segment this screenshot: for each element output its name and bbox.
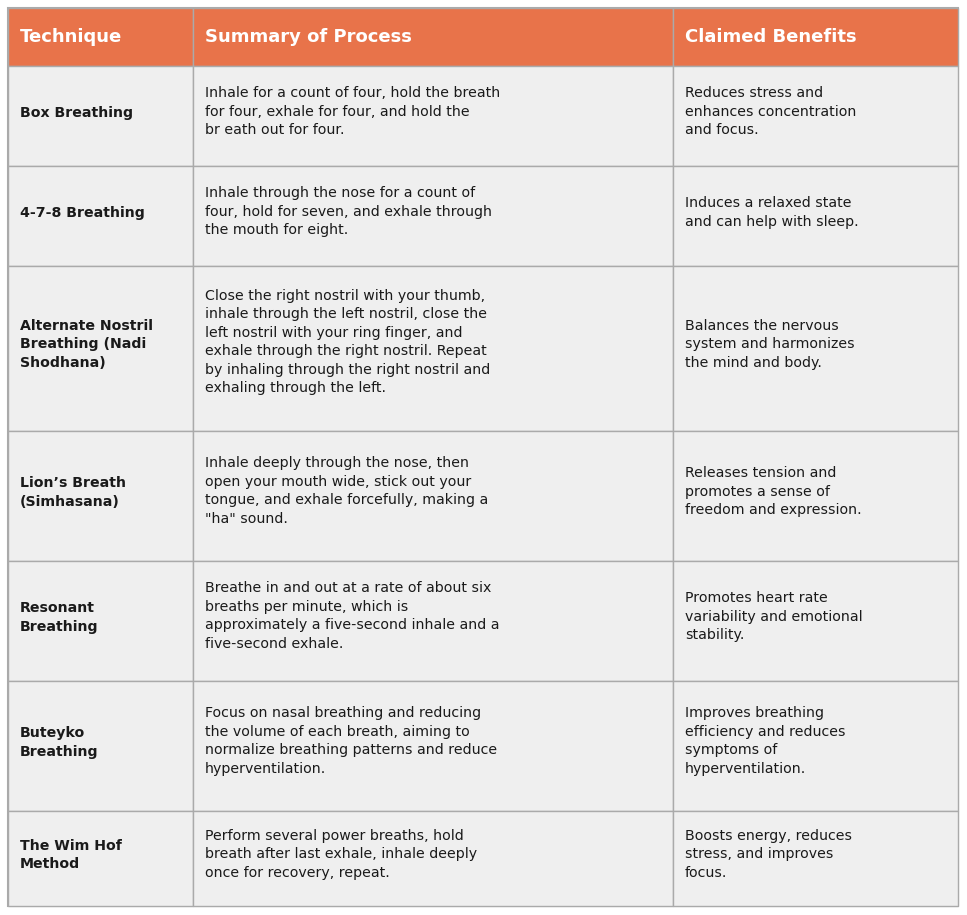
- Text: Buteyko
Breathing: Buteyko Breathing: [20, 727, 99, 759]
- Bar: [673, 431, 958, 561]
- Bar: [673, 681, 958, 811]
- Bar: [8, 431, 193, 561]
- Bar: [673, 811, 958, 906]
- Bar: [193, 561, 673, 681]
- Bar: [193, 811, 673, 906]
- Bar: [8, 66, 193, 166]
- Bar: [673, 66, 958, 166]
- Text: Balances the nervous
system and harmonizes
the mind and body.: Balances the nervous system and harmoniz…: [685, 318, 855, 370]
- Text: Promotes heart rate
variability and emotional
stability.: Promotes heart rate variability and emot…: [685, 591, 863, 642]
- Text: Inhale deeply through the nose, then
open your mouth wide, stick out your
tongue: Inhale deeply through the nose, then ope…: [205, 457, 488, 525]
- Bar: [673, 8, 958, 66]
- Bar: [193, 8, 673, 66]
- Text: The Wim Hof
Method: The Wim Hof Method: [20, 839, 122, 871]
- Text: Releases tension and
promotes a sense of
freedom and expression.: Releases tension and promotes a sense of…: [685, 467, 862, 517]
- Bar: [193, 431, 673, 561]
- Text: Box Breathing: Box Breathing: [20, 106, 133, 120]
- Text: Breathe in and out at a rate of about six
breaths per minute, which is
approxima: Breathe in and out at a rate of about si…: [205, 581, 500, 651]
- Bar: [193, 681, 673, 811]
- Text: Alternate Nostril
Breathing (Nadi
Shodhana): Alternate Nostril Breathing (Nadi Shodha…: [20, 318, 153, 370]
- Text: Improves breathing
efficiency and reduces
symptoms of
hyperventilation.: Improves breathing efficiency and reduce…: [685, 706, 845, 776]
- Bar: [673, 166, 958, 266]
- Text: Reduces stress and
enhances concentration
and focus.: Reduces stress and enhances concentratio…: [685, 86, 857, 137]
- Text: Lion’s Breath
(Simhasana): Lion’s Breath (Simhasana): [20, 476, 126, 509]
- Text: Summary of Process: Summary of Process: [205, 28, 412, 46]
- Text: Technique: Technique: [20, 28, 122, 46]
- Bar: [673, 266, 958, 431]
- Text: Boosts energy, reduces
stress, and improves
focus.: Boosts energy, reduces stress, and impro…: [685, 829, 852, 879]
- Bar: [193, 166, 673, 266]
- Bar: [8, 266, 193, 431]
- Bar: [8, 681, 193, 811]
- Bar: [8, 166, 193, 266]
- Text: Inhale for a count of four, hold the breath
for four, exhale for four, and hold : Inhale for a count of four, hold the bre…: [205, 86, 500, 137]
- Bar: [8, 811, 193, 906]
- Bar: [8, 561, 193, 681]
- Text: Induces a relaxed state
and can help with sleep.: Induces a relaxed state and can help wit…: [685, 196, 859, 229]
- Bar: [673, 561, 958, 681]
- Text: Perform several power breaths, hold
breath after last exhale, inhale deeply
once: Perform several power breaths, hold brea…: [205, 829, 477, 879]
- Text: Claimed Benefits: Claimed Benefits: [685, 28, 857, 46]
- Bar: [193, 266, 673, 431]
- Text: 4-7-8 Breathing: 4-7-8 Breathing: [20, 206, 145, 221]
- Bar: [8, 8, 193, 66]
- Bar: [193, 66, 673, 166]
- Text: Close the right nostril with your thumb,
inhale through the left nostril, close : Close the right nostril with your thumb,…: [205, 289, 490, 395]
- Text: Resonant
Breathing: Resonant Breathing: [20, 601, 99, 633]
- Text: Focus on nasal breathing and reducing
the volume of each breath, aiming to
norma: Focus on nasal breathing and reducing th…: [205, 706, 497, 776]
- Text: Inhale through the nose for a count of
four, hold for seven, and exhale through
: Inhale through the nose for a count of f…: [205, 187, 492, 237]
